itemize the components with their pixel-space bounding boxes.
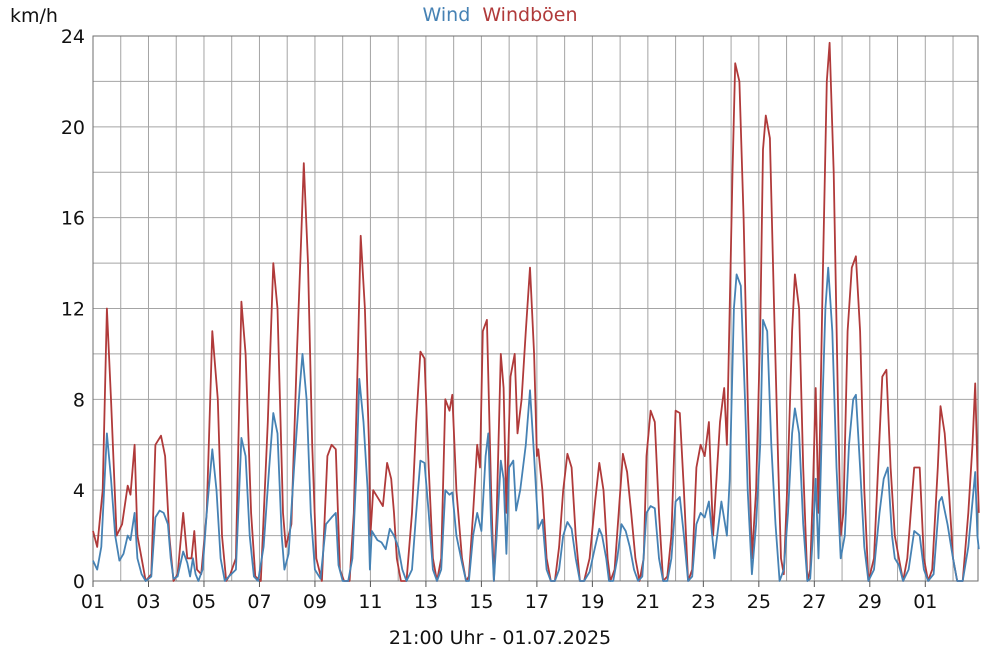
x-tick-label: 01 bbox=[81, 591, 105, 613]
plot-frame bbox=[92, 35, 979, 582]
series-line-windboeen bbox=[92, 41, 980, 582]
y-tick-label: 24 bbox=[61, 26, 85, 48]
x-tick-label: 05 bbox=[192, 591, 216, 613]
x-tick-label: 07 bbox=[247, 591, 271, 613]
x-tick-label: 13 bbox=[414, 591, 438, 613]
y-axis-label: km/h bbox=[10, 5, 58, 27]
x-tick-label: 15 bbox=[469, 591, 493, 613]
y-tick-label: 16 bbox=[61, 208, 85, 230]
x-tick-label: 01 bbox=[913, 591, 937, 613]
y-tick-label: 0 bbox=[73, 571, 85, 593]
y-tick-label: 12 bbox=[61, 299, 85, 321]
y-tick-labels: 0 4 8 12 16 20 24 bbox=[61, 26, 85, 593]
legend-entry-wind: Wind bbox=[423, 4, 471, 26]
x-tick-label: 21 bbox=[636, 591, 660, 613]
legend-entry-windboeen: Windböen bbox=[482, 4, 577, 26]
x-tick-label: 29 bbox=[858, 591, 882, 613]
legend: Wind Windböen bbox=[423, 4, 578, 26]
x-tick-label: 03 bbox=[136, 591, 160, 613]
x-axis-caption: 21:00 Uhr - 01.07.2025 bbox=[389, 627, 611, 649]
series-layer bbox=[92, 41, 980, 582]
y-tick-label: 20 bbox=[61, 117, 85, 139]
x-tick-label: 25 bbox=[747, 591, 771, 613]
x-tick-label: 17 bbox=[525, 591, 549, 613]
y-tick-label: 8 bbox=[73, 389, 85, 411]
x-tick-label: 27 bbox=[802, 591, 826, 613]
x-tick-label: 19 bbox=[580, 591, 604, 613]
y-tick-label: 4 bbox=[73, 480, 85, 502]
series-line-wind bbox=[92, 266, 980, 582]
x-tick-label: 23 bbox=[691, 591, 715, 613]
x-tick-labels: 01 03 05 07 09 11 13 15 17 19 21 23 25 27 29 01 bbox=[81, 581, 937, 613]
x-tick-label: 09 bbox=[303, 591, 327, 613]
x-tick-label: 11 bbox=[358, 591, 382, 613]
